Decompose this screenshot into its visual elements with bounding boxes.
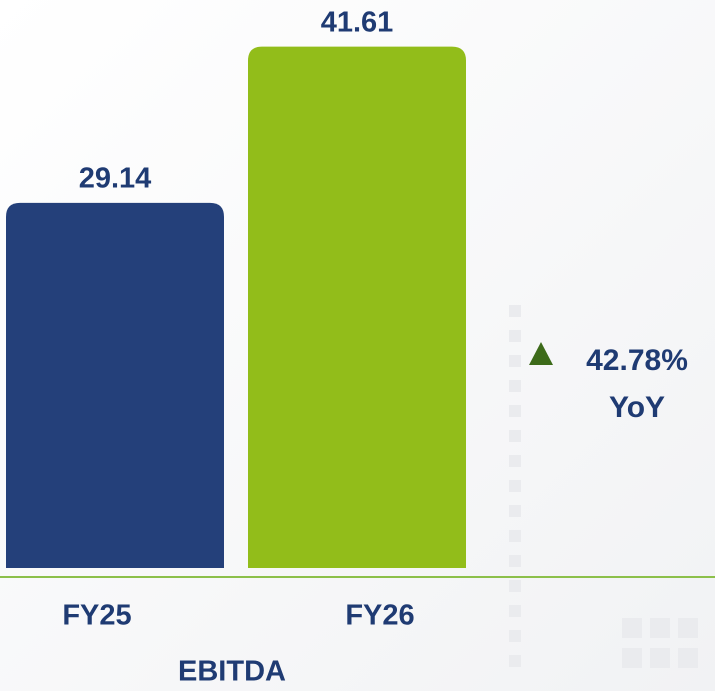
x-tick-label: FY25 [62, 600, 131, 632]
chart: EBITDA 42.78% YoY 29.14 FY25 41.61 FY26 [0, 0, 715, 691]
x-tick-label: FY26 [345, 600, 414, 632]
bar [6, 203, 224, 568]
annotation: 42.78% [586, 344, 688, 377]
value-label: 29.14 [79, 163, 152, 195]
value-label: 41.61 [321, 6, 394, 38]
annotation: YoY [609, 391, 665, 424]
bar [248, 47, 466, 568]
chart-title: EBITDA [178, 656, 286, 688]
